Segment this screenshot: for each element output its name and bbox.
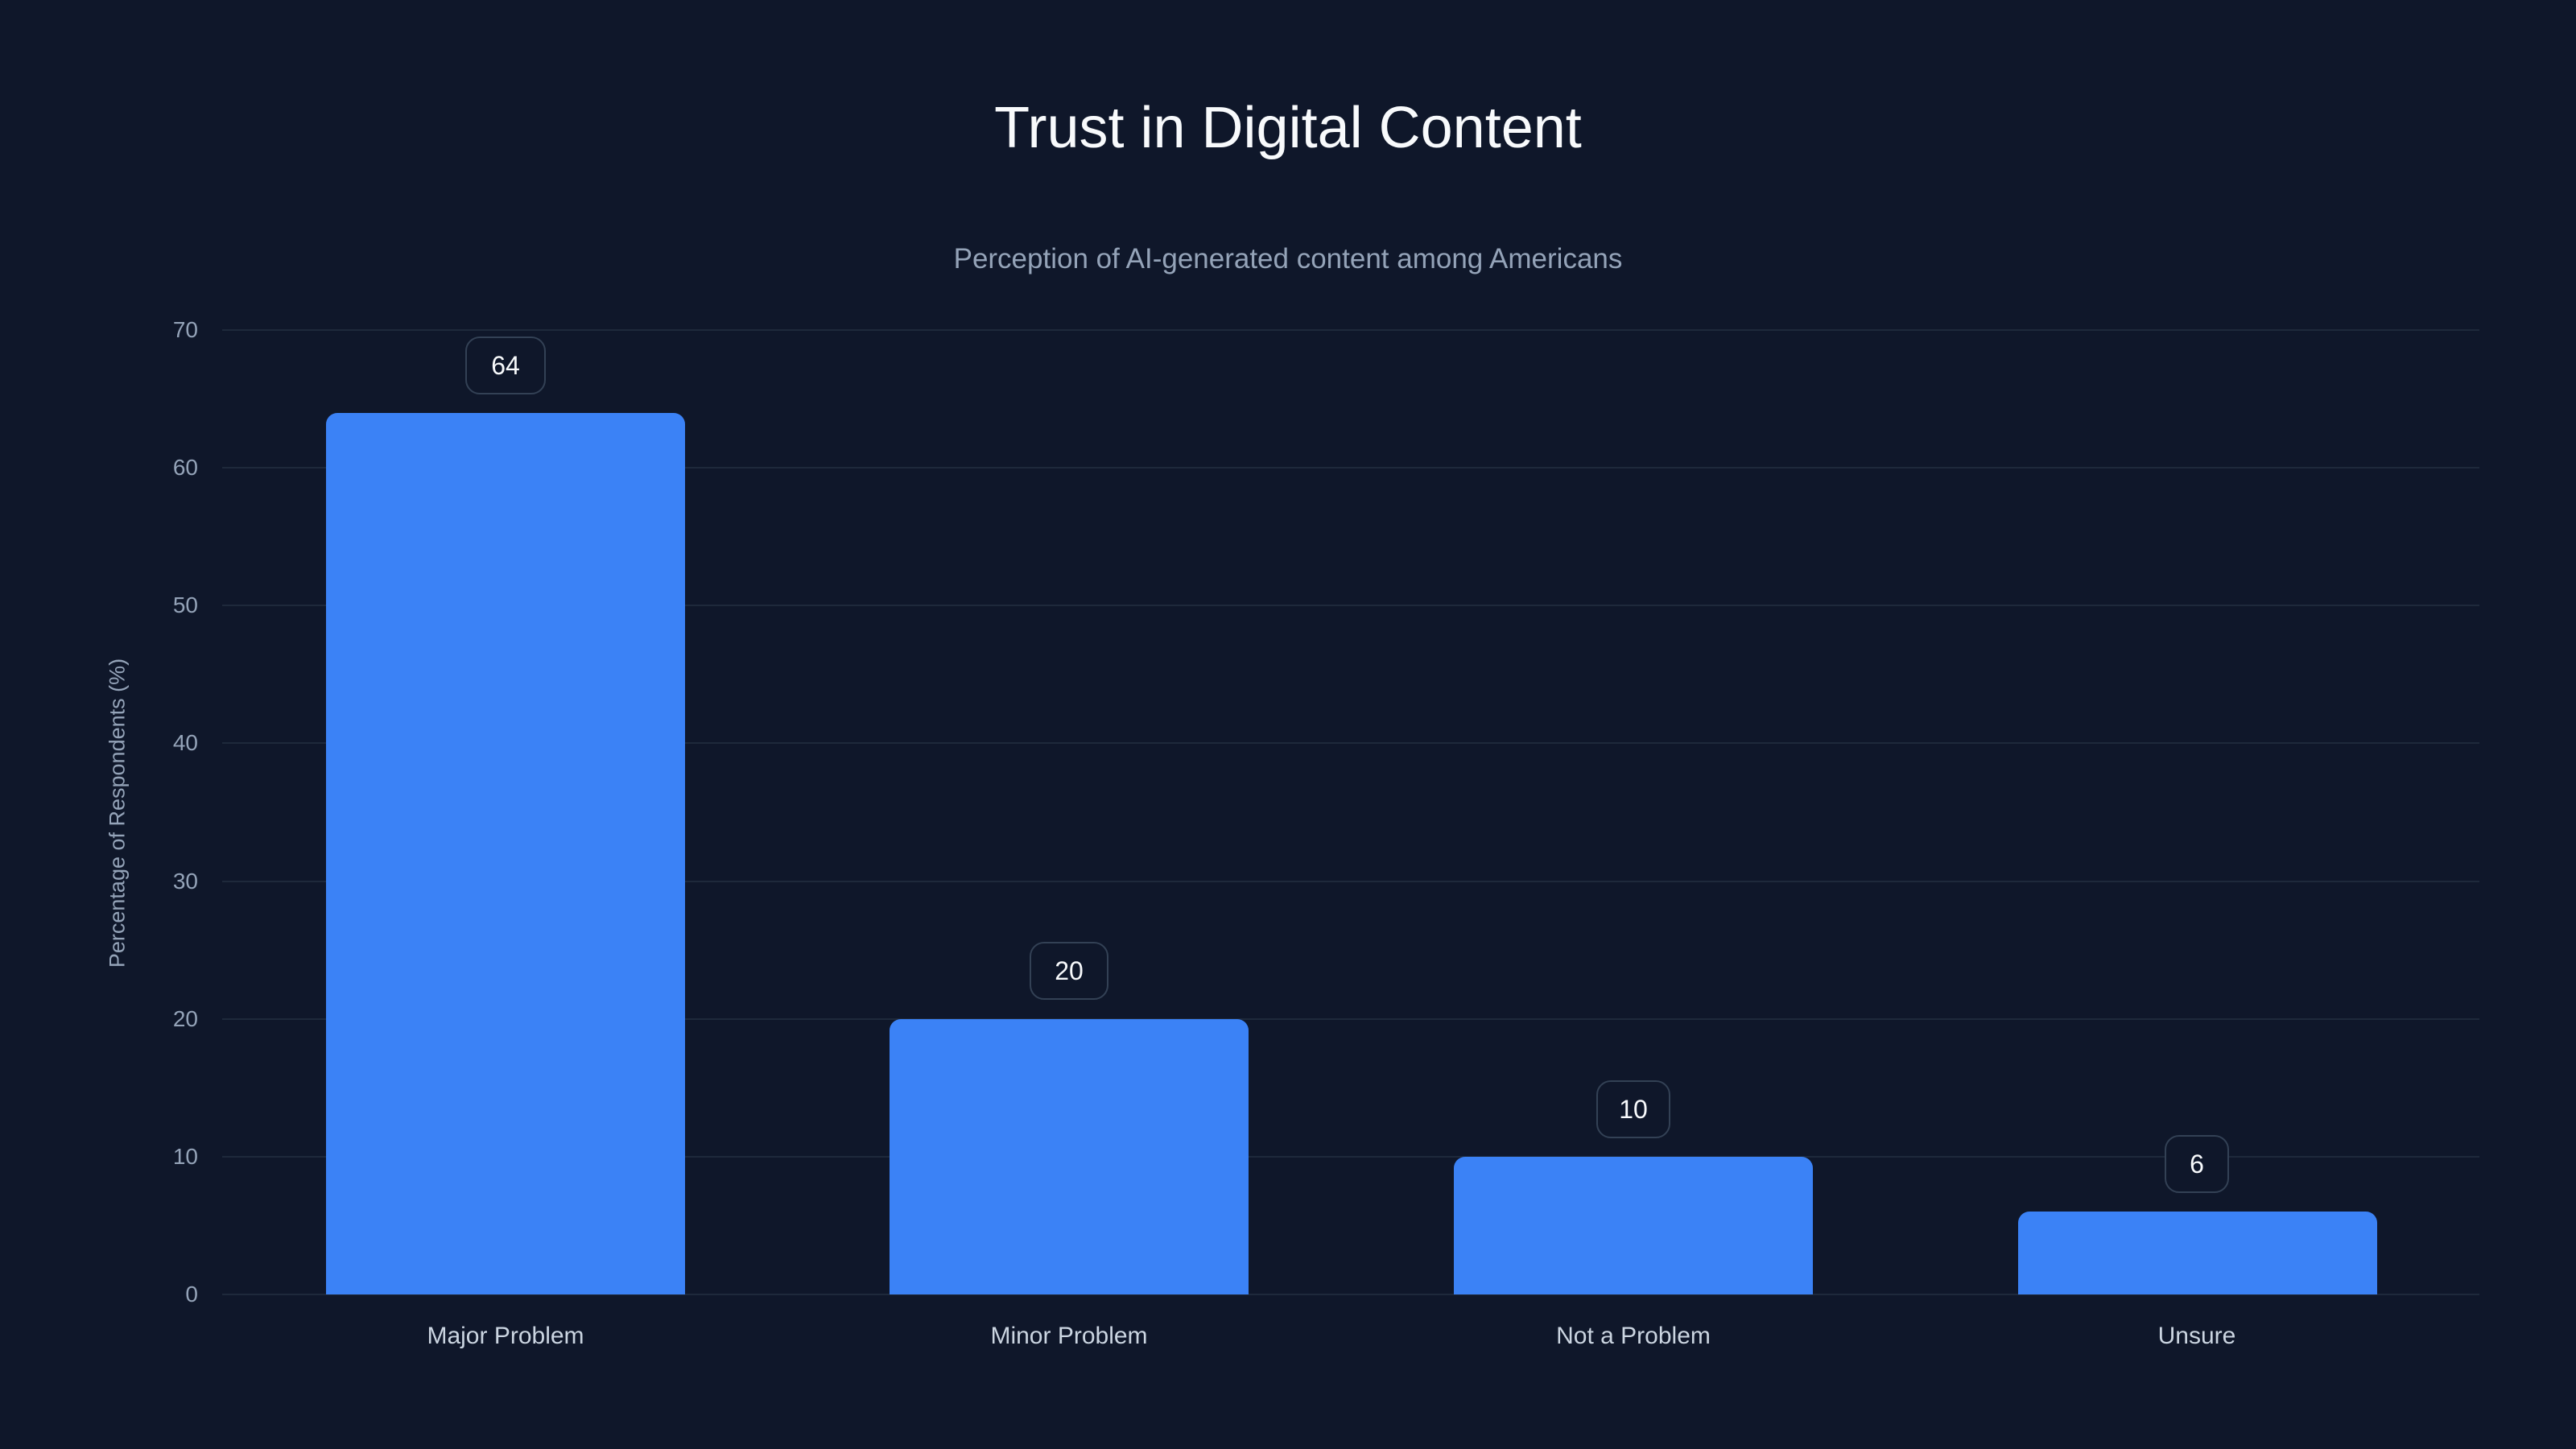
bar-unsure[interactable] [2018,1212,2377,1294]
y-tick: 60 [172,455,198,480]
y-tick: 20 [172,1006,198,1031]
x-axis-baseline [222,1294,2479,1295]
y-tick: 10 [172,1144,198,1169]
gridline [222,605,2479,606]
value-label: 6 [2165,1135,2229,1193]
bar-minor-problem[interactable] [890,1019,1249,1294]
x-tick-label: Unsure [2157,1323,2236,1349]
value-label: 64 [465,336,546,394]
value-label: 10 [1596,1080,1670,1138]
chart-subtitle: Perception of AI-generated content among… [953,243,1623,275]
y-axis-label: Percentage of Respondents (%) [105,658,130,968]
value-label: 20 [1030,942,1108,1000]
gridline [222,742,2479,744]
gridline [222,329,2479,331]
gridline [222,1018,2479,1020]
x-tick-label: Minor Problem [990,1323,1148,1349]
x-tick-label: Major Problem [427,1323,584,1349]
y-tick: 50 [172,592,198,617]
chart-title: Trust in Digital Content [994,96,1582,160]
gridline [222,467,2479,469]
y-tick: 70 [172,317,198,342]
bar-major-problem[interactable] [326,413,685,1294]
y-tick: 40 [172,730,198,755]
gridline [222,881,2479,882]
bar-not-a-problem[interactable] [1454,1157,1813,1294]
x-tick-label: Not a Problem [1556,1323,1711,1349]
y-tick: 30 [172,869,198,894]
gridline [222,1156,2479,1158]
y-tick: 0 [185,1282,198,1307]
